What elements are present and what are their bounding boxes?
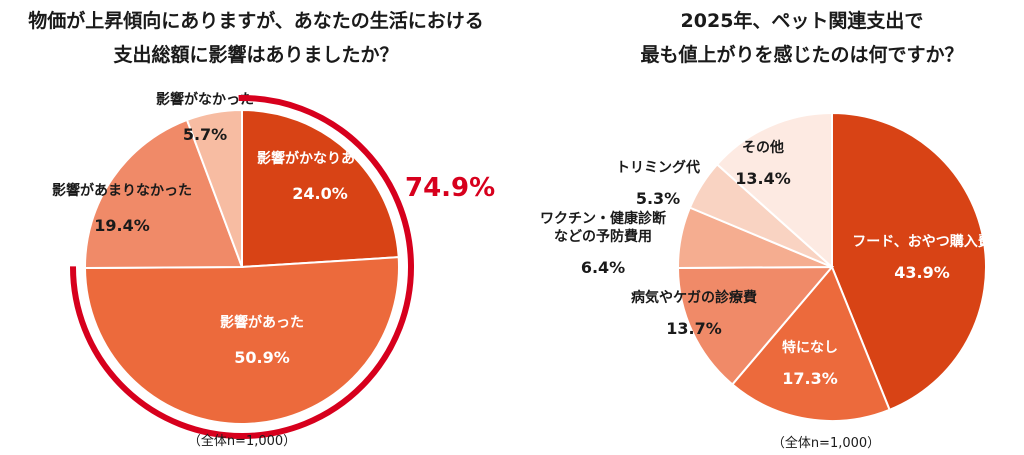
note-right: （全体n=1,000） <box>772 435 880 451</box>
pie-slice <box>831 111 988 412</box>
slice-value-label: 5.7% <box>183 125 227 144</box>
slice-label: 特になし <box>782 339 838 356</box>
pie-slice <box>715 111 833 270</box>
pie-slice <box>83 118 244 269</box>
pie-chart-right: フード、おやつ購入費 43.9% 特になし 17.3% 病気やケガの診療費 13.7% ワク… <box>540 111 992 423</box>
slice-label: 影響がかなりあった <box>257 150 383 167</box>
slice-label: その他 <box>742 139 784 156</box>
pie-slice <box>83 256 400 425</box>
highlight-ring <box>69 95 414 439</box>
slice-label: 影響がなかった <box>156 91 254 108</box>
slice-label: 影響があまりなかった <box>52 182 192 199</box>
slice-label: フード、おやつ購入費 <box>852 233 991 250</box>
slice-label: トリミング代 <box>616 159 700 176</box>
highlight-value-label: 74.9% <box>405 173 495 203</box>
chart-title-left-line-2: 支出総額に影響はありましたか？ <box>113 44 399 66</box>
chart-title-right: 2025年、ペット関連支出で 最も値上がりを感じたのは何ですか？ <box>580 4 1024 72</box>
slice-value-label: 17.3% <box>782 369 838 388</box>
slice-label: ワクチン・健康診断などの予防費用 <box>540 210 666 245</box>
slice-value-label: 43.9% <box>894 263 950 282</box>
pie-slice <box>241 108 400 269</box>
chart-title-right-line-1: 2025年、ペット関連支出で <box>680 10 924 32</box>
chart-title-left: 物価が上昇傾向にありますが、あなたの生活における 支出総額に影響はありましたか？ <box>0 4 512 72</box>
slice-value-label: 13.4% <box>735 169 791 188</box>
slice-label: 病気やケガの診療費 <box>631 289 757 306</box>
chart-title-right-line-2: 最も値上がりを感じたのは何ですか？ <box>640 44 964 66</box>
slice-value-label: 5.3% <box>636 189 680 208</box>
pie-slice <box>730 265 891 423</box>
pie-slice <box>676 265 835 386</box>
slice-value-label: 19.4% <box>94 216 150 235</box>
slice-value-label: 6.4% <box>581 258 625 277</box>
slice-value-label: 24.0% <box>292 184 348 203</box>
note-left: （全体n=1,000） <box>188 433 296 449</box>
chart-title-left-line-1: 物価が上昇傾向にありますが、あなたの生活における <box>28 10 484 32</box>
pie-chart-left: 影響がかなりあった 24.0% 影響があった 50.9% 影響があまりなかった 19.4%… <box>52 91 495 439</box>
slice-value-label: 13.7% <box>666 319 722 338</box>
pie-slice <box>185 108 243 268</box>
slice-value-label: 50.9% <box>234 348 290 367</box>
slice-label: 影響があった <box>220 314 304 331</box>
